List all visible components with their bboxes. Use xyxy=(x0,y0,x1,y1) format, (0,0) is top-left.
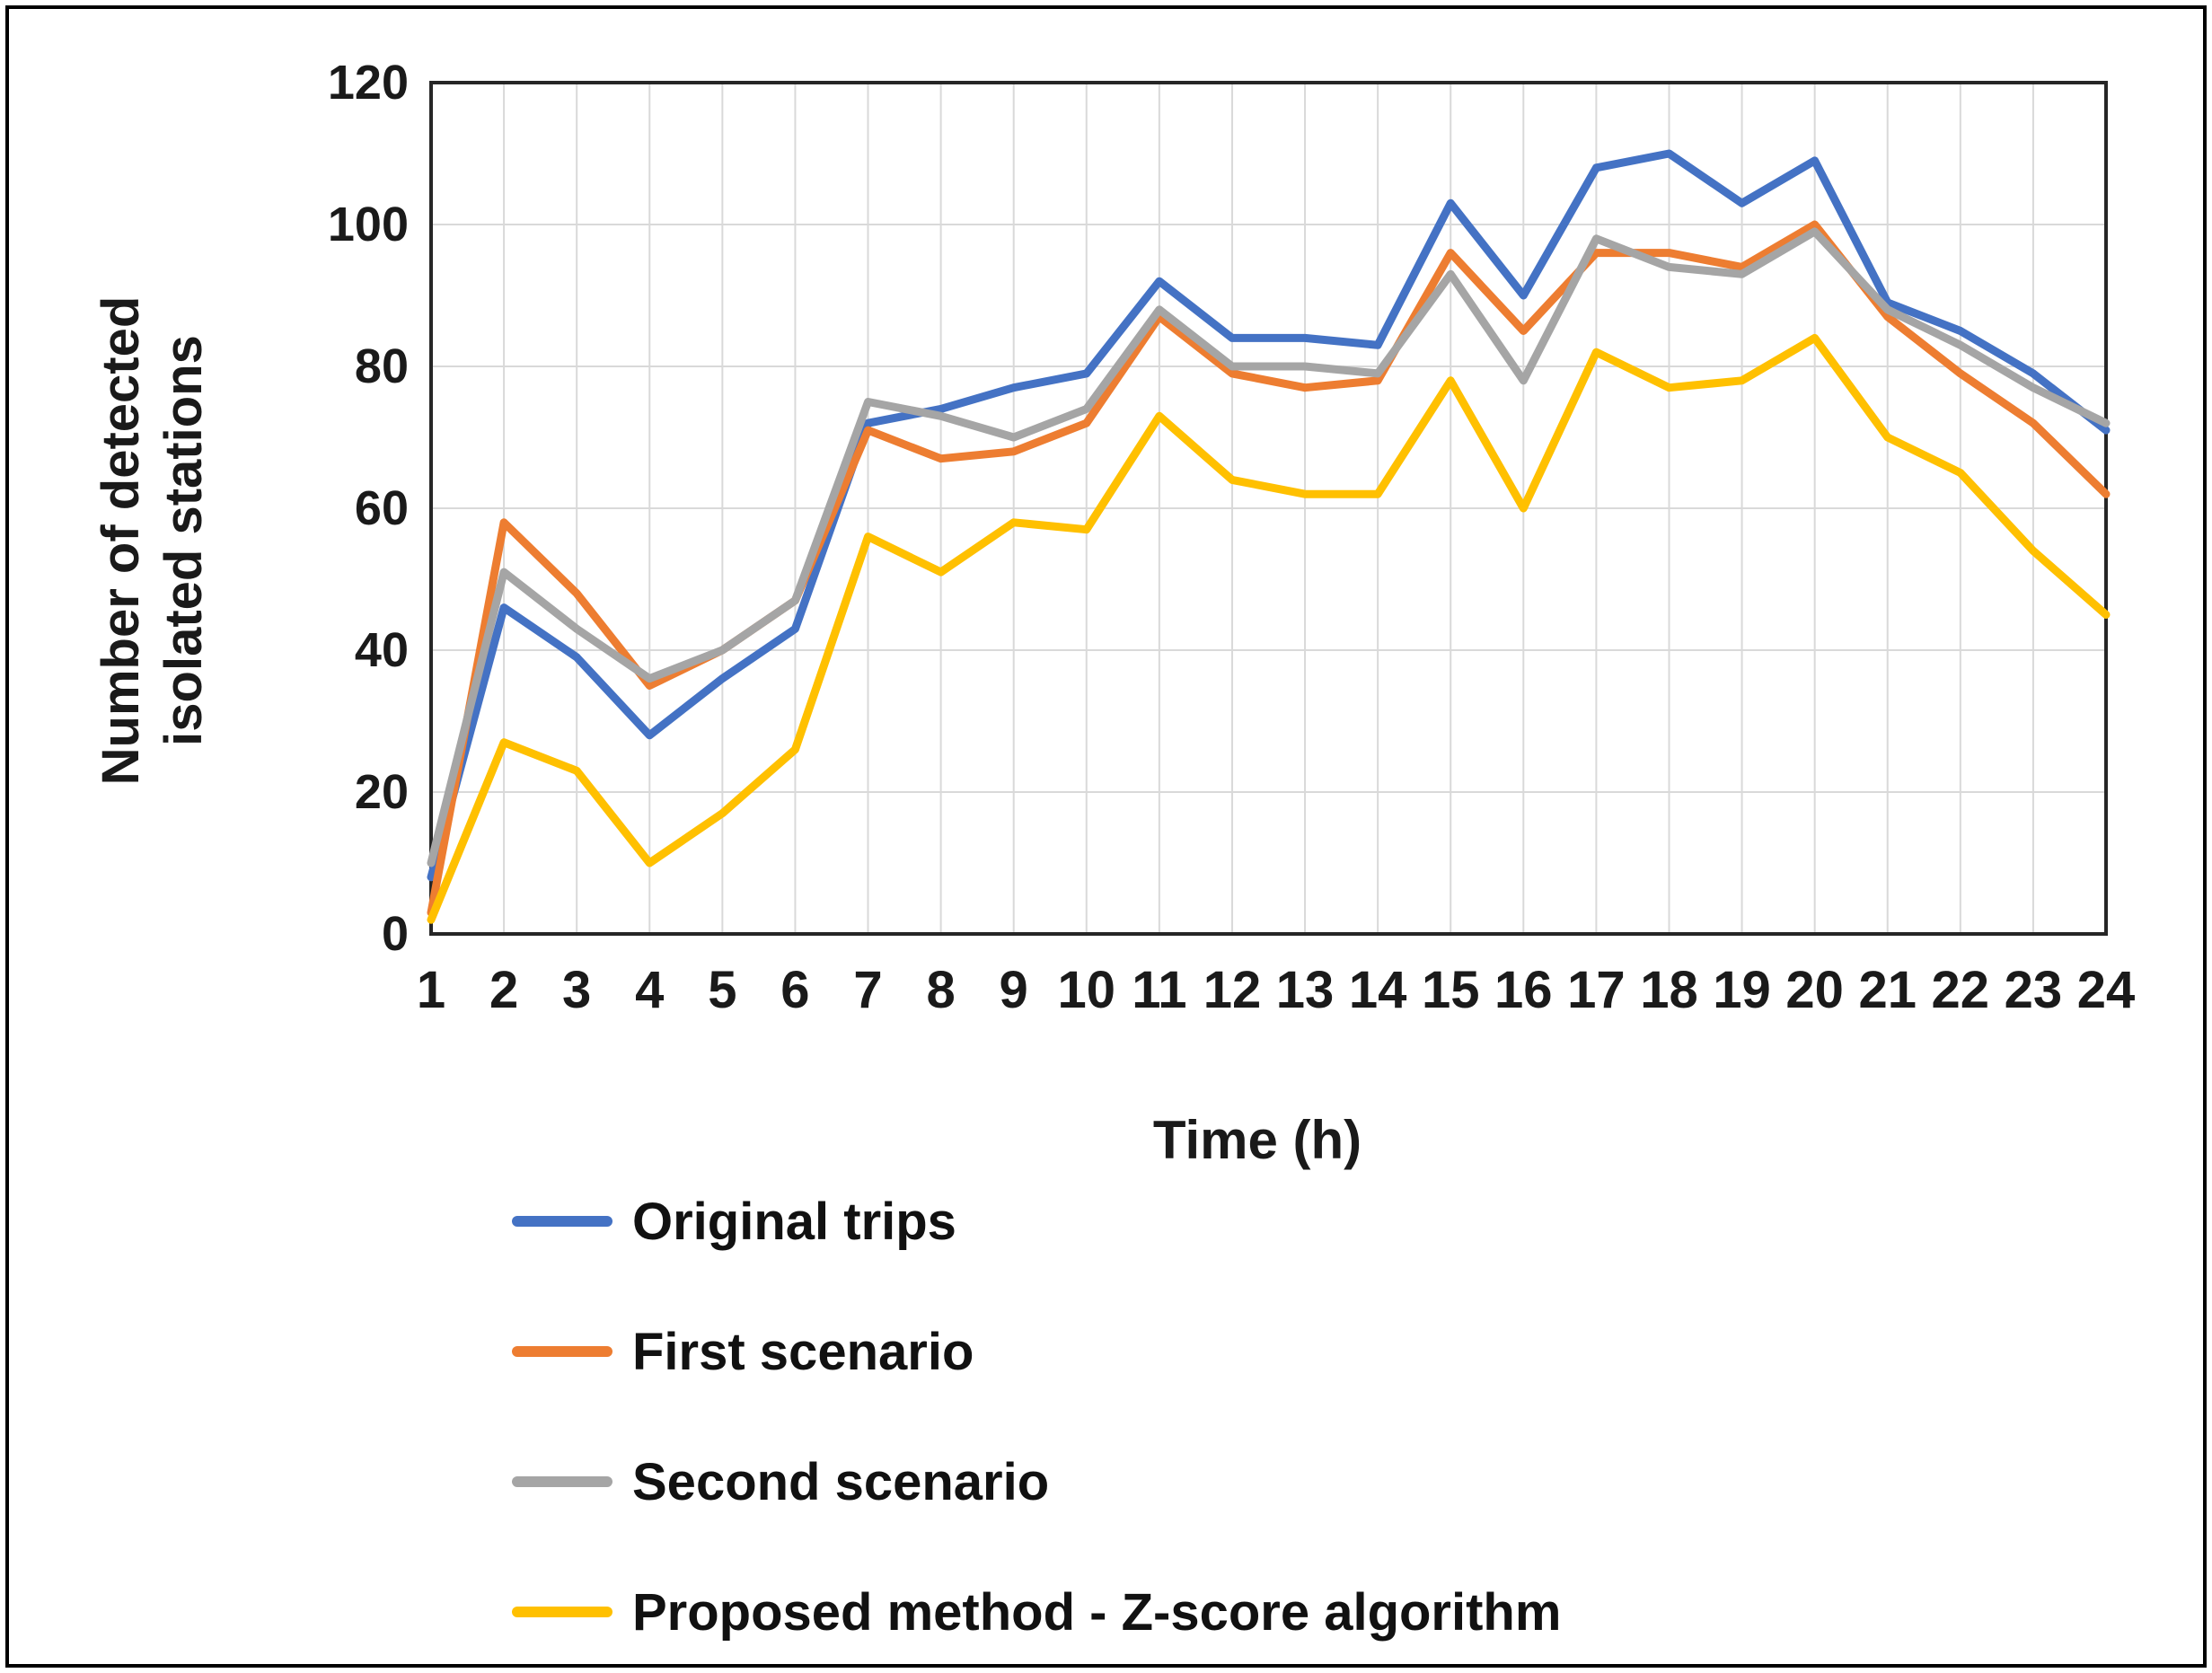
x-tick-label: 18 xyxy=(1640,961,1698,1019)
x-tick-label: 19 xyxy=(1713,961,1771,1019)
x-tick-label: 10 xyxy=(1057,961,1116,1019)
x-tick-label: 3 xyxy=(562,961,592,1019)
x-tick-label: 8 xyxy=(926,961,956,1019)
x-tick-label: 16 xyxy=(1494,961,1553,1019)
y-tick-label: 60 xyxy=(354,481,409,535)
x-tick-label: 21 xyxy=(1858,961,1917,1019)
legend-label: Second scenario xyxy=(632,1452,1050,1511)
x-tick-label: 13 xyxy=(1275,961,1335,1019)
y-tick-label: 120 xyxy=(327,56,409,110)
series-line-second-scenario xyxy=(427,227,2111,867)
x-tick-label: 7 xyxy=(853,961,883,1019)
x-tick-label: 15 xyxy=(1421,961,1480,1019)
legend-line-swatch xyxy=(512,1476,612,1487)
legend-label: First scenario xyxy=(632,1322,974,1381)
legend-label: Original trips xyxy=(632,1192,956,1251)
x-tick-label: 22 xyxy=(1931,961,1990,1019)
legend-line-swatch xyxy=(512,1216,612,1227)
y-tick-label: 20 xyxy=(354,765,409,819)
y-tick-label: 40 xyxy=(354,623,409,677)
x-tick-label: 4 xyxy=(635,961,665,1019)
plot-border xyxy=(429,81,2108,936)
series-line-original-trips xyxy=(427,149,2111,882)
legend-item: Second scenario xyxy=(512,1441,1049,1522)
series-line-first-scenario xyxy=(427,220,2111,917)
x-tick-label: 9 xyxy=(999,961,1028,1019)
x-tick-label: 20 xyxy=(1785,961,1844,1019)
legend-line-swatch xyxy=(512,1346,612,1357)
x-tick-label: 23 xyxy=(2004,961,2063,1019)
figure-border xyxy=(5,5,2207,1668)
legend-item: First scenario xyxy=(512,1311,974,1392)
legend-label: Proposed method - Z-score algorithm xyxy=(632,1582,1562,1642)
y-tick-label: 80 xyxy=(354,339,409,393)
x-tick-label: 5 xyxy=(708,961,737,1019)
legend-line-swatch xyxy=(512,1607,612,1617)
series-line-proposed-method-z-score-algorithm xyxy=(427,333,2111,924)
x-tick-label: 2 xyxy=(489,961,519,1019)
x-tick-label: 24 xyxy=(2076,961,2136,1019)
legend-item: Original trips xyxy=(512,1181,956,1262)
x-tick-label: 11 xyxy=(1132,961,1187,1019)
y-tick-label: 0 xyxy=(381,907,409,961)
legend-item: Proposed method - Z-score algorithm xyxy=(512,1572,1561,1652)
x-tick-label: 14 xyxy=(1348,961,1407,1019)
x-tick-label: 12 xyxy=(1203,961,1262,1019)
x-axis-title: Time (h) xyxy=(1152,1110,1362,1170)
x-tick-label: 1 xyxy=(416,961,446,1019)
x-tick-label: 17 xyxy=(1567,961,1626,1019)
x-tick-label: 6 xyxy=(780,961,810,1019)
y-tick-label: 100 xyxy=(327,198,409,251)
y-axis-title: Number of detected isolated stations xyxy=(92,295,213,786)
